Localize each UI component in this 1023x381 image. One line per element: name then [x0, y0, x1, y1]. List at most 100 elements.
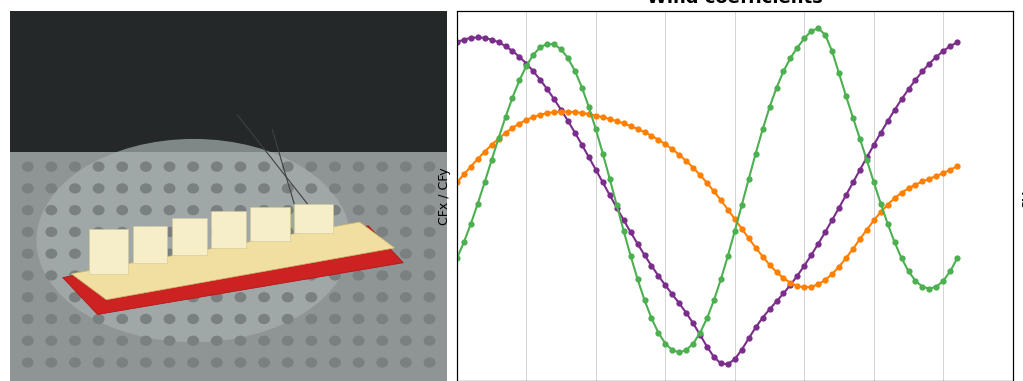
Circle shape	[212, 206, 222, 215]
Circle shape	[259, 249, 269, 258]
Circle shape	[165, 293, 175, 302]
Circle shape	[70, 184, 80, 193]
CMz [-]	[618, 229, 630, 233]
Circle shape	[93, 249, 104, 258]
FancyBboxPatch shape	[10, 152, 447, 381]
Circle shape	[70, 336, 80, 345]
Circle shape	[212, 249, 222, 258]
Circle shape	[23, 336, 33, 345]
Circle shape	[46, 358, 56, 367]
Y-axis label: CMz: CMz	[1021, 183, 1023, 209]
Circle shape	[329, 315, 341, 323]
Circle shape	[329, 336, 341, 345]
Circle shape	[70, 227, 80, 236]
Circle shape	[46, 227, 56, 236]
FancyBboxPatch shape	[133, 226, 168, 263]
Circle shape	[70, 206, 80, 215]
CFy [-]	[624, 124, 636, 128]
Circle shape	[353, 358, 364, 367]
Circle shape	[140, 249, 151, 258]
Circle shape	[235, 315, 246, 323]
Circle shape	[165, 184, 175, 193]
Circle shape	[282, 358, 293, 367]
Circle shape	[140, 358, 151, 367]
Circle shape	[377, 227, 388, 236]
Circle shape	[377, 162, 388, 171]
Circle shape	[377, 206, 388, 215]
CFy [-]	[708, 189, 720, 194]
Circle shape	[212, 358, 222, 367]
Circle shape	[188, 358, 198, 367]
CFx [-]	[882, 119, 894, 123]
Circle shape	[212, 315, 222, 323]
Circle shape	[212, 184, 222, 193]
Circle shape	[23, 184, 33, 193]
CMz [-]	[708, 298, 720, 303]
Circle shape	[401, 206, 411, 215]
Circle shape	[140, 184, 151, 193]
Circle shape	[46, 206, 56, 215]
Circle shape	[425, 206, 435, 215]
Circle shape	[212, 336, 222, 345]
CFy [-]	[569, 110, 581, 114]
Circle shape	[235, 249, 246, 258]
Circle shape	[93, 293, 104, 302]
Circle shape	[306, 271, 316, 280]
CFx [-]	[708, 355, 720, 359]
Circle shape	[425, 271, 435, 280]
Circle shape	[282, 206, 293, 215]
Circle shape	[70, 315, 80, 323]
Circle shape	[235, 271, 246, 280]
Circle shape	[329, 358, 341, 367]
CFy [-]	[882, 202, 894, 207]
Circle shape	[282, 162, 293, 171]
CFx [-]	[472, 35, 484, 40]
Circle shape	[377, 184, 388, 193]
Circle shape	[165, 336, 175, 345]
Circle shape	[140, 206, 151, 215]
CMz [-]	[562, 56, 574, 61]
CFy [-]	[917, 179, 929, 184]
Circle shape	[93, 336, 104, 345]
CFy [-]	[951, 164, 964, 168]
Circle shape	[188, 206, 198, 215]
Circle shape	[329, 249, 341, 258]
CMz [-]	[451, 256, 463, 261]
Circle shape	[425, 315, 435, 323]
Circle shape	[140, 336, 151, 345]
Y-axis label: CFx / CFy: CFx / CFy	[438, 167, 451, 225]
Circle shape	[188, 162, 198, 171]
FancyBboxPatch shape	[172, 218, 207, 255]
FancyBboxPatch shape	[211, 211, 247, 248]
Circle shape	[70, 358, 80, 367]
CFx [-]	[951, 40, 964, 45]
Circle shape	[46, 271, 56, 280]
Circle shape	[377, 271, 388, 280]
Circle shape	[235, 358, 246, 367]
Circle shape	[282, 336, 293, 345]
Circle shape	[188, 336, 198, 345]
Circle shape	[212, 162, 222, 171]
Circle shape	[306, 358, 316, 367]
Circle shape	[212, 293, 222, 302]
Circle shape	[23, 271, 33, 280]
Circle shape	[165, 249, 175, 258]
Circle shape	[353, 184, 364, 193]
Circle shape	[401, 227, 411, 236]
Circle shape	[329, 206, 341, 215]
Circle shape	[23, 206, 33, 215]
Circle shape	[377, 315, 388, 323]
Circle shape	[117, 249, 128, 258]
Circle shape	[165, 358, 175, 367]
Circle shape	[425, 227, 435, 236]
Circle shape	[117, 271, 128, 280]
Circle shape	[401, 358, 411, 367]
Line: CFx [-]: CFx [-]	[454, 34, 961, 367]
FancyBboxPatch shape	[89, 229, 128, 274]
Circle shape	[117, 227, 128, 236]
Circle shape	[235, 184, 246, 193]
Circle shape	[140, 227, 151, 236]
Circle shape	[165, 227, 175, 236]
Circle shape	[425, 184, 435, 193]
Circle shape	[23, 227, 33, 236]
